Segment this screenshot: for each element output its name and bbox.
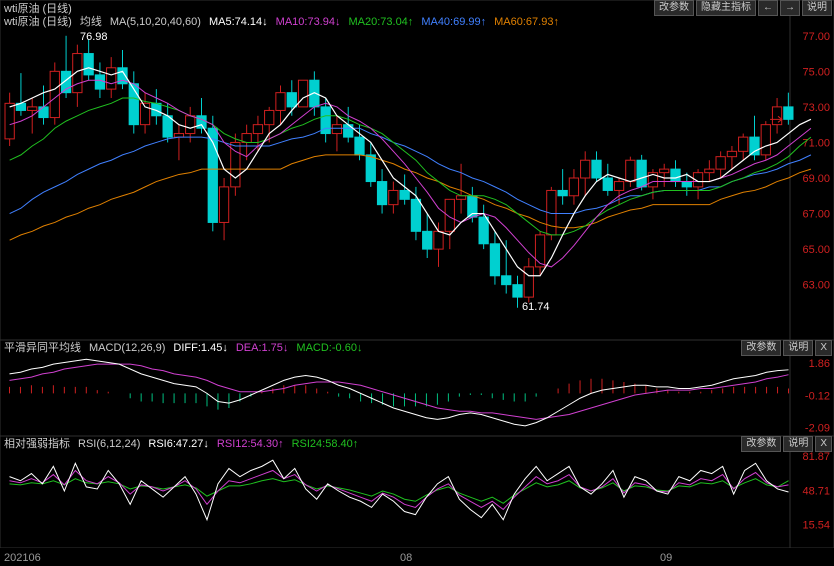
chart-title: wti原油 (日线) [4,0,72,16]
indicator-label: MA40:69.99↑ [421,16,486,28]
indicator-label: MA5:74.14↓ [209,16,268,28]
main-header: wti原油 (日线)均线MA(5,10,20,40,60)MA5:74.14↓M… [4,14,834,30]
toolbar-button[interactable]: → [780,0,800,16]
time-tick: 09 [660,552,672,564]
svg-text:73.00: 73.00 [802,102,830,114]
svg-text:-0.12: -0.12 [805,390,830,402]
toolbar-button[interactable]: 说明 [783,340,813,356]
indicator-label: 均线 [80,16,102,28]
indicator-label: RSI(6,12,24) [78,438,140,450]
svg-text:76.98: 76.98 [80,31,108,43]
toolbar-button[interactable]: ← [758,0,778,16]
toolbar-button[interactable]: 说明 [802,0,832,16]
svg-text:67.00: 67.00 [802,209,830,221]
toolbar-button[interactable]: 隐藏主指标 [696,0,756,16]
indicator-label: DIFF:1.45↓ [173,342,227,354]
time-axis: 202106 08 09 [0,548,834,566]
main-buttons: 改参数隐藏主指标←→说明 [654,0,832,16]
toolbar-button[interactable]: X [815,436,832,452]
svg-text:77.00: 77.00 [802,31,830,43]
indicator-label: DEA:1.75↓ [236,342,289,354]
time-tick: 202106 [4,552,41,564]
toolbar-button[interactable]: 改参数 [741,436,781,452]
svg-text:-2.09: -2.09 [805,422,830,434]
indicator-label: MA60:67.93↑ [494,16,559,28]
candlestick-chart[interactable]: 77.00 75.00 73.00 71.00 69.00 67.00 65.00 63.00… [0,0,834,340]
indicator-label: MACD:-0.60↓ [296,342,362,354]
macd-buttons: 改参数说明X [741,340,832,356]
macd-panel[interactable]: 1.86 -0.12 -2.09 平滑异同平均线 MACD(12,26,9) DIFF:… [0,340,834,436]
macd-header: 平滑异同平均线 MACD(12,26,9) DIFF:1.45↓ DEA:1.75↓ M… [4,340,834,356]
toolbar-button[interactable]: X [815,340,832,356]
svg-text:69.00: 69.00 [802,173,830,185]
svg-text:15.54: 15.54 [802,519,830,531]
svg-text:75.00: 75.00 [802,66,830,78]
svg-text:63.00: 63.00 [802,280,830,292]
indicator-label: RSI24:58.40↑ [292,438,359,450]
indicator-label: MA(5,10,20,40,60) [110,16,201,28]
indicator-label: 相对强弱指标 [4,438,70,450]
toolbar-button[interactable]: 改参数 [741,340,781,356]
rsi-panel[interactable]: 81.87 48.71 15.54 相对强弱指标 RSI(6,12,24) RSI6:4… [0,436,834,548]
indicator-label: MA10:73.94↓ [276,16,341,28]
time-tick: 08 [400,552,412,564]
svg-text:81.87: 81.87 [802,451,830,463]
toolbar-button[interactable]: 说明 [783,436,813,452]
indicator-label: 平滑异同平均线 [4,342,81,354]
svg-text:48.71: 48.71 [802,485,830,497]
svg-text:61.74: 61.74 [522,301,550,313]
indicator-label: RSI12:54.30↑ [217,438,284,450]
indicator-label: MACD(12,26,9) [89,342,165,354]
svg-text:71.00: 71.00 [802,137,830,149]
rsi-buttons: 改参数说明X [741,436,832,452]
svg-text:65.00: 65.00 [802,244,830,256]
main-chart-panel[interactable]: 77.00 75.00 73.00 71.00 69.00 67.00 65.00 63.00… [0,0,834,340]
indicator-label: MA20:73.04↑ [348,16,413,28]
svg-text:1.86: 1.86 [809,358,830,370]
rsi-chart[interactable]: 81.87 48.71 15.54 [0,436,834,548]
toolbar-button[interactable]: 改参数 [654,0,694,16]
indicator-label: RSI6:47.27↓ [148,438,209,450]
rsi-header: 相对强弱指标 RSI(6,12,24) RSI6:47.27↓ RSI12:54.30… [4,436,834,452]
